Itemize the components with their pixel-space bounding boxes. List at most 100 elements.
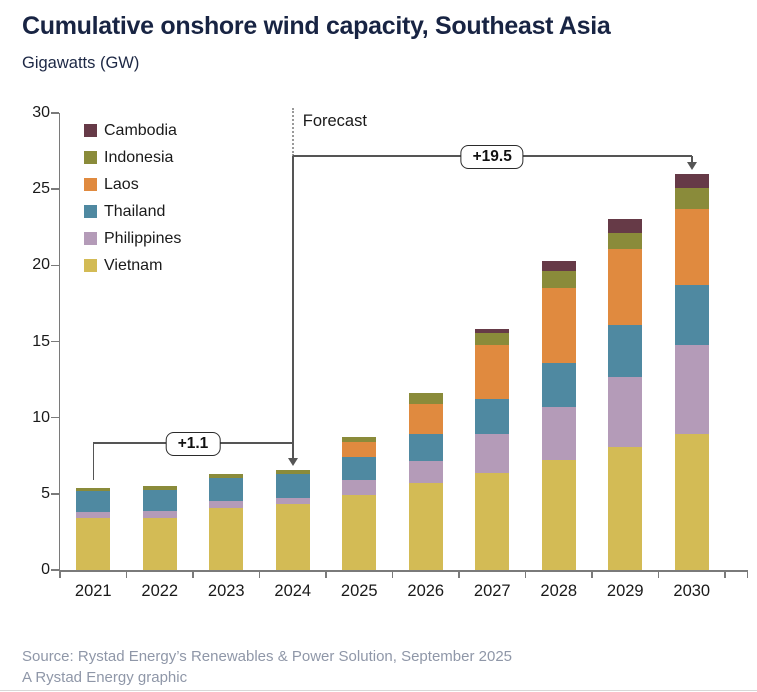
- bar-2026-thailand: [408, 434, 443, 462]
- bottom-divider: [0, 690, 757, 691]
- x-tick: [325, 571, 327, 578]
- legend-label: Indonesia: [104, 148, 174, 166]
- x-tick: [591, 571, 593, 578]
- legend-label: Laos: [104, 175, 139, 193]
- y-tick: [50, 493, 59, 495]
- bar-2024-philippines: [275, 497, 310, 505]
- x-axis-label: 2028: [540, 582, 578, 600]
- bar-2022-thailand: [142, 490, 177, 511]
- bar-2026-indonesia: [408, 393, 443, 404]
- bar-2021-indonesia: [76, 487, 111, 491]
- bar-2030-philippines: [674, 344, 709, 435]
- source-block: Source: Rystad Energy’s Renewables & Pow…: [22, 646, 512, 688]
- x-axis-label: 2023: [207, 582, 245, 600]
- bar-2025-philippines: [342, 480, 377, 496]
- bar-2025-thailand: [342, 457, 377, 481]
- annotation-arrow-down: [287, 458, 298, 467]
- chart-title: Cumulative onshore wind capacity, Southe…: [22, 12, 611, 40]
- x-axis-label: 2026: [407, 582, 445, 600]
- legend-label: Vietnam: [104, 256, 163, 274]
- bar-2022-vietnam: [142, 518, 177, 570]
- y-tick: [50, 112, 59, 114]
- legend-label: Philippines: [104, 229, 182, 247]
- y-tick-label: 20: [32, 256, 50, 274]
- legend-item-thailand: Thailand: [84, 198, 181, 225]
- chart-subtitle: Gigawatts (GW): [22, 54, 140, 72]
- bar-2029-laos: [608, 248, 643, 325]
- annotation-label: +19.5: [460, 145, 524, 169]
- x-axis-label: 2024: [274, 582, 312, 600]
- legend-swatch-icon: [84, 205, 97, 218]
- source-line: Source: Rystad Energy’s Renewables & Pow…: [22, 648, 512, 665]
- bar-2030-cambodia: [674, 173, 709, 188]
- bar-2024-vietnam: [275, 504, 310, 570]
- bar-2030-vietnam: [674, 434, 709, 570]
- x-tick: [657, 571, 660, 578]
- y-tick-label: 0: [41, 561, 50, 578]
- bar-2028-laos: [541, 288, 576, 363]
- legend-item-vietnam: Vietnam: [84, 252, 181, 279]
- bar-2026-vietnam: [408, 483, 443, 570]
- x-tick: [746, 571, 748, 578]
- annotation-line: [92, 443, 94, 480]
- bar-2023-indonesia: [209, 474, 244, 478]
- x-axis-label: 2022: [141, 582, 179, 600]
- bar-2027-philippines: [475, 434, 510, 473]
- credit-line: A Rystad Energy graphic: [22, 669, 188, 686]
- y-tick: [50, 416, 59, 419]
- bar-2029-indonesia: [608, 232, 643, 249]
- legend-label: Cambodia: [104, 121, 177, 139]
- bar-2030-indonesia: [674, 187, 709, 209]
- legend-item-indonesia: Indonesia: [84, 144, 181, 171]
- bar-2027-vietnam: [475, 472, 510, 570]
- legend-swatch-icon: [84, 178, 97, 191]
- bar-2028-philippines: [541, 407, 576, 461]
- y-tick-label: 30: [32, 104, 50, 121]
- bar-2027-cambodia: [475, 329, 510, 334]
- forecast-divider-line: [291, 108, 294, 156]
- bar-2021-thailand: [76, 490, 111, 513]
- legend: Cambodia Indonesia Laos Thailand Philippines…: [84, 117, 181, 279]
- bar-2030-thailand: [674, 285, 709, 345]
- x-tick: [724, 571, 726, 578]
- legend-item-laos: Laos: [84, 171, 181, 198]
- forecast-label: Forecast: [302, 112, 367, 130]
- x-tick: [458, 571, 460, 578]
- y-tick: [50, 340, 59, 343]
- x-axis-label: 2021: [74, 582, 112, 600]
- x-tick: [125, 571, 128, 578]
- bar-2029-philippines: [608, 376, 643, 447]
- y-tick: [50, 264, 59, 267]
- bar-2029-thailand: [608, 324, 643, 377]
- annotation-arrow-down: [686, 161, 697, 170]
- legend-item-philippines: Philippines: [84, 225, 181, 252]
- legend-label: Thailand: [104, 202, 166, 220]
- y-tick-label: 15: [32, 332, 50, 350]
- y-tick-label: 10: [32, 408, 50, 426]
- bar-2027-laos: [475, 345, 510, 399]
- bar-2021-philippines: [76, 512, 111, 519]
- bar-2021-vietnam: [76, 518, 111, 570]
- bar-2023-thailand: [209, 477, 244, 501]
- y-axis: [58, 113, 60, 572]
- x-tick: [524, 571, 527, 578]
- legend-swatch-icon: [84, 151, 97, 164]
- legend-swatch-icon: [84, 259, 97, 272]
- x-tick: [192, 571, 194, 578]
- bar-2024-indonesia: [275, 470, 310, 475]
- bar-2025-laos: [342, 442, 377, 458]
- annotation-line: [292, 156, 294, 459]
- bar-2028-indonesia: [541, 271, 576, 289]
- legend-swatch-icon: [84, 124, 97, 137]
- annotation-line: [691, 156, 693, 162]
- bar-2027-indonesia: [475, 333, 510, 346]
- bar-2028-vietnam: [541, 460, 576, 570]
- x-axis-label: 2027: [473, 582, 511, 600]
- y-tick: [50, 188, 59, 190]
- bar-2028-thailand: [541, 362, 576, 407]
- annotation-label: +1.1: [165, 432, 221, 456]
- bar-2025-indonesia: [342, 437, 377, 443]
- y-tick-label: 25: [32, 180, 50, 198]
- x-axis-label: 2030: [673, 582, 711, 600]
